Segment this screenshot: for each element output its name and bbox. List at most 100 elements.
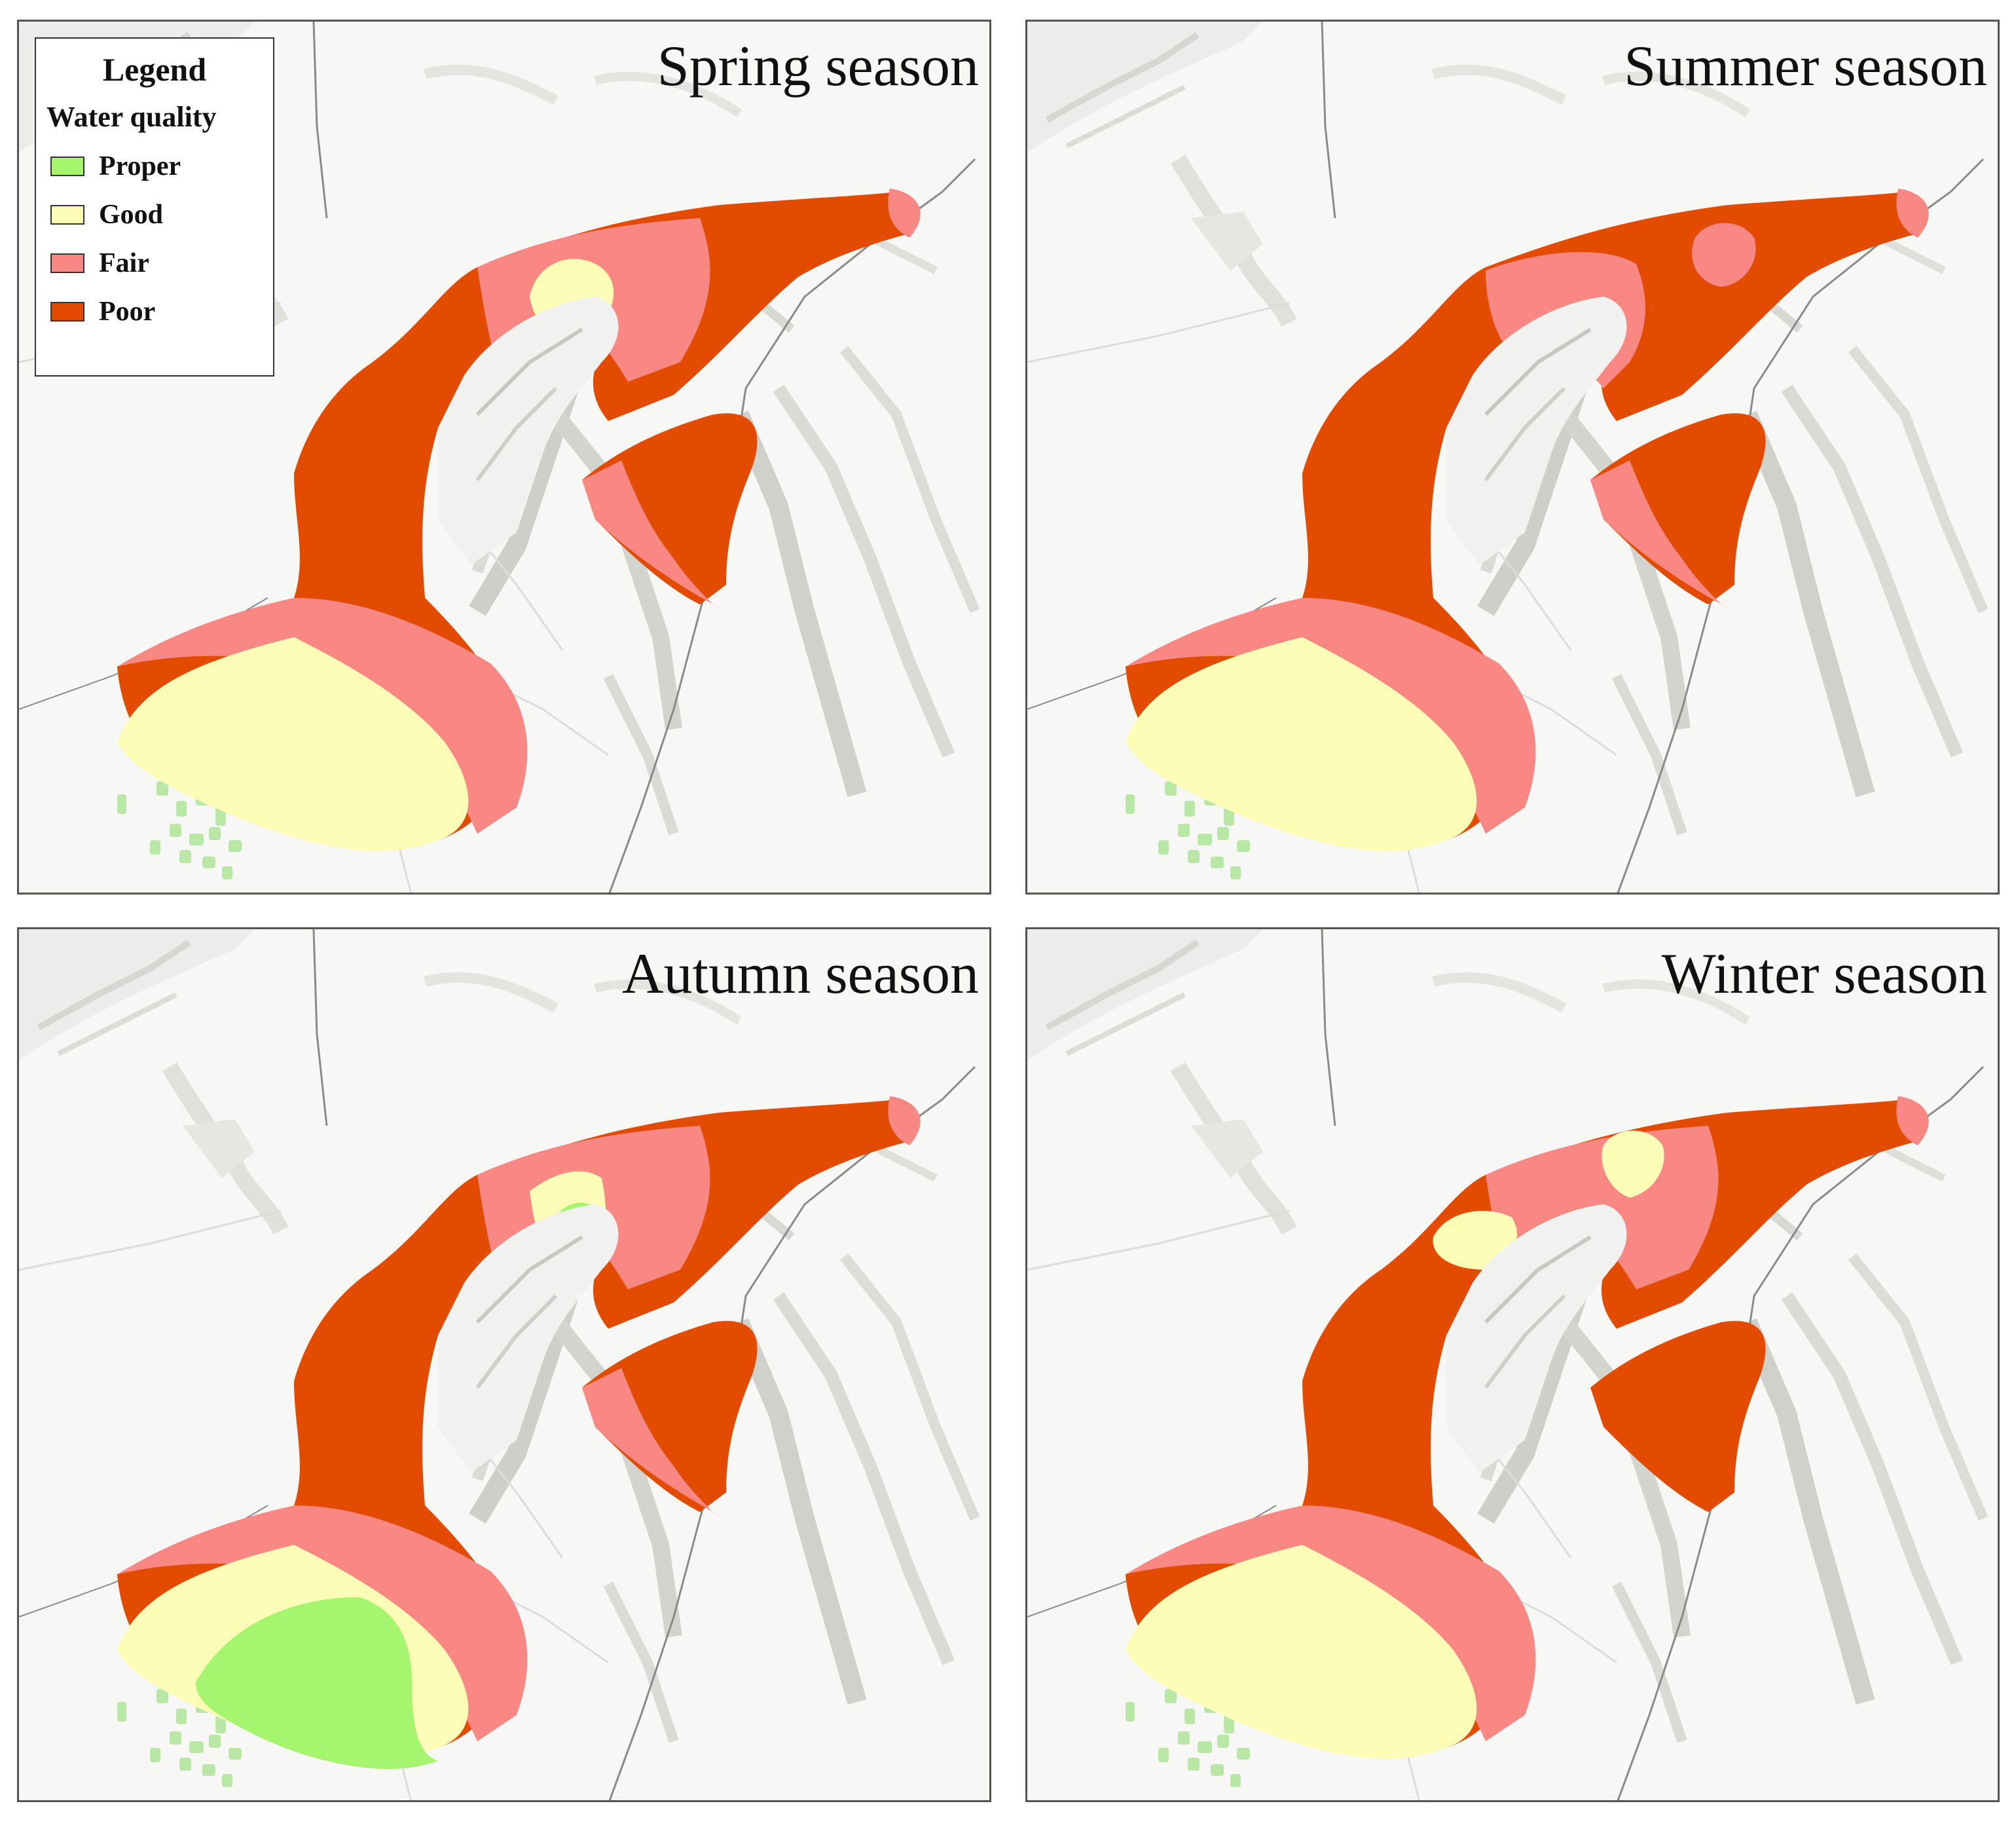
legend-swatch xyxy=(50,205,84,225)
fair-zone-southwest xyxy=(1126,1506,1536,1741)
field-plot xyxy=(229,1748,242,1760)
mountain-gap xyxy=(1446,1204,1627,1473)
water-quality-map xyxy=(1027,929,1998,1800)
good-zone-southwest xyxy=(117,637,469,851)
poor-zone-east xyxy=(1590,1321,1766,1512)
field-plot xyxy=(1230,1774,1241,1787)
field-plot xyxy=(222,1774,232,1787)
field-plot xyxy=(170,824,181,837)
fair-zone-east-tip xyxy=(582,460,726,611)
field-plot xyxy=(215,807,226,826)
field-plot xyxy=(117,794,126,814)
field-plot xyxy=(150,1748,160,1762)
poor-zone-east xyxy=(582,413,758,604)
field-plot xyxy=(1237,840,1250,852)
fair-zone-northeast-tip xyxy=(1896,1096,1929,1145)
legend-item-poor: Poor xyxy=(46,296,263,327)
field-plot xyxy=(189,834,204,845)
field-plot xyxy=(1224,1715,1234,1733)
fair-zone-northeast-tip xyxy=(888,1096,921,1145)
good-zone-north-east xyxy=(1602,1130,1664,1198)
field-plot xyxy=(156,781,168,796)
water-quality-map xyxy=(1027,22,1998,893)
legend-swatch xyxy=(50,253,84,273)
field-plot xyxy=(202,857,215,868)
panel-title: Summer season xyxy=(1624,35,1987,98)
field-plot xyxy=(1230,866,1241,879)
field-plot xyxy=(176,1709,187,1724)
field-plot xyxy=(1158,1748,1169,1762)
field-plot xyxy=(1237,1748,1250,1760)
good-zone-southwest xyxy=(1126,1545,1477,1759)
field-plot xyxy=(150,840,160,855)
legend-label: Fair xyxy=(99,248,149,278)
legend-title: Legend xyxy=(102,51,207,88)
field-plot xyxy=(117,1702,126,1722)
poor-zone-east xyxy=(1590,413,1766,604)
mountain-gap xyxy=(1446,297,1627,565)
legend-swatch xyxy=(50,157,84,176)
fair-zone-northeast xyxy=(1691,223,1756,287)
water-quality-map xyxy=(19,22,989,893)
map-panel-spring: Spring season Legend Water quality Proper Go… xyxy=(17,20,991,895)
field-plot xyxy=(1188,1758,1200,1771)
field-plot xyxy=(215,1715,226,1733)
fair-zone-east-tip xyxy=(1590,460,1734,611)
fair-zone-southwest xyxy=(117,598,528,834)
field-plot xyxy=(1198,834,1212,845)
fair-zone-northeast-tip xyxy=(888,189,921,238)
field-plot xyxy=(179,1758,191,1771)
water-quality-zones xyxy=(1126,1096,1929,1759)
legend-label: Good xyxy=(99,200,164,230)
field-plot xyxy=(202,1764,215,1776)
field-plot xyxy=(1165,1689,1177,1703)
field-plot xyxy=(1126,794,1135,814)
fair-zone-southwest xyxy=(1126,598,1536,834)
legend-swatch xyxy=(50,302,84,322)
legend-label: Poor xyxy=(99,297,156,327)
field-plot xyxy=(209,1735,221,1748)
field-plot xyxy=(170,1731,181,1745)
field-plot xyxy=(1178,824,1190,837)
field-plot xyxy=(1184,801,1195,817)
good-zone-southwest xyxy=(1126,637,1477,851)
field-plot xyxy=(222,866,232,879)
field-plot xyxy=(1178,1731,1190,1745)
irrigation-fields xyxy=(117,1689,242,1787)
legend-item-fair: Fair xyxy=(46,248,263,279)
fair-zone-southwest xyxy=(117,1506,528,1741)
map-panel-summer: Summer season xyxy=(1025,20,2000,895)
proper-zone-southwest xyxy=(196,1597,438,1769)
fair-zone-northeast-tip xyxy=(1896,189,1929,238)
mountain-gap xyxy=(438,297,619,565)
field-plot xyxy=(209,827,221,840)
irrigation-fields xyxy=(1126,1689,1250,1787)
field-plot xyxy=(1198,1741,1212,1753)
legend-label: Proper xyxy=(99,151,181,181)
panel-title: Winter season xyxy=(1661,942,1987,1006)
field-plot xyxy=(1165,781,1177,796)
field-plot xyxy=(156,1689,168,1703)
field-plot xyxy=(179,850,191,863)
legend-item-good: Good xyxy=(46,199,263,231)
field-plot xyxy=(1224,807,1234,826)
field-plot xyxy=(229,840,242,852)
poor-zone-east xyxy=(582,1321,758,1512)
panel-title: Autumn season xyxy=(621,942,979,1006)
field-plot xyxy=(1188,850,1200,863)
legend-subtitle: Water quality xyxy=(46,101,217,133)
fair-zone-east-tip xyxy=(582,1368,726,1519)
field-plot xyxy=(1184,1709,1195,1724)
field-plot xyxy=(1217,827,1229,840)
field-plot xyxy=(1158,840,1169,855)
map-panel-autumn: Autumn season xyxy=(17,927,991,1802)
field-plot xyxy=(1126,1702,1135,1722)
good-zone-north-west xyxy=(1433,1211,1517,1270)
field-plot xyxy=(189,1741,204,1753)
map-panel-winter: Winter season xyxy=(1025,927,2000,1802)
field-plot xyxy=(1211,1764,1224,1776)
field-plot xyxy=(176,801,187,817)
legend-item-proper: Proper xyxy=(46,151,263,182)
water-quality-map xyxy=(19,929,989,1800)
field-plot xyxy=(1211,857,1224,868)
